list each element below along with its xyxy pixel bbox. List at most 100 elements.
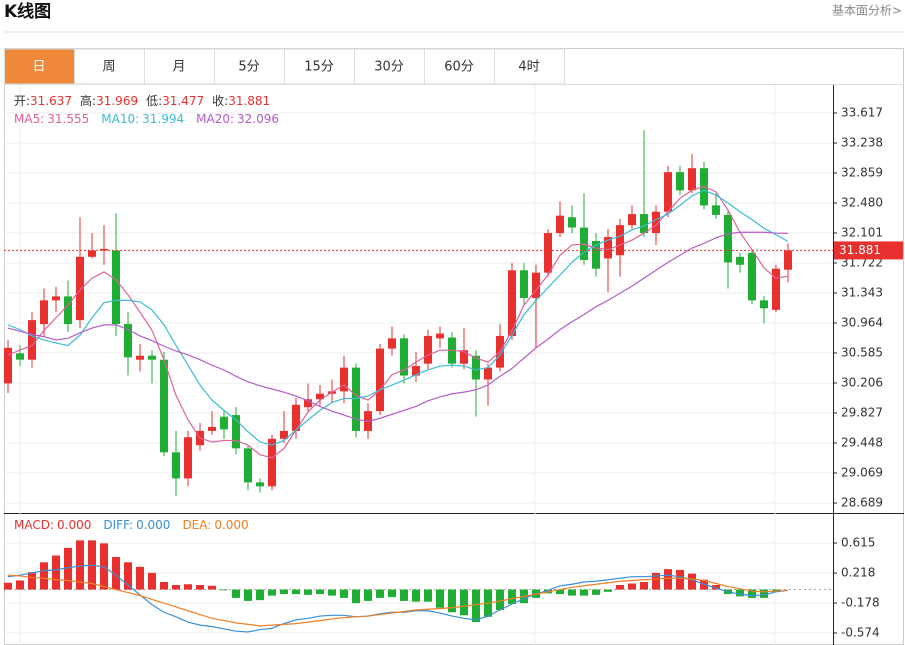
legend-label: DEA: [182, 518, 211, 532]
tab-label[interactable]: 4时 [518, 60, 539, 75]
candle-body [340, 367, 348, 392]
y-tick-label: 32.480 [841, 196, 883, 210]
info-label: 低: [146, 94, 162, 108]
tab-label[interactable]: 5分 [238, 60, 259, 75]
y-tick-label: 32.859 [841, 166, 883, 180]
macd-bar [388, 589, 396, 598]
tab[interactable] [4, 48, 75, 85]
legend-value: 0.000 [214, 518, 248, 532]
tab-label[interactable]: 15分 [304, 60, 334, 75]
macd-bar [112, 557, 120, 590]
macd-bar [712, 585, 720, 590]
tab-label[interactable]: 30分 [374, 60, 404, 75]
macd-bar [280, 589, 288, 595]
candle-body [760, 300, 768, 309]
candle-body [184, 437, 192, 479]
candle-body [280, 430, 288, 439]
macd-legend: MACD: 0.000 DIFF: 0.000 DEA: 0.000 [14, 518, 249, 532]
line [7, 185, 789, 459]
macd-bar [580, 589, 588, 596]
y-tick-label: 30.206 [841, 375, 883, 389]
tab-label[interactable]: 月 [172, 60, 185, 75]
legend-value: 32.096 [237, 112, 279, 126]
macd-bar [304, 589, 312, 595]
candle-body [268, 438, 276, 487]
line [7, 231, 789, 423]
candle-body [100, 248, 108, 251]
macd-bar [208, 585, 216, 590]
candle-body [556, 215, 564, 234]
candle-body [676, 172, 684, 191]
candle-body [16, 353, 24, 360]
candle-body [64, 296, 72, 325]
macd-bar [508, 589, 516, 604]
y-tick-label: 29.448 [841, 435, 883, 449]
candle-body [592, 240, 600, 269]
macd-bar [268, 589, 276, 596]
candle-body [52, 296, 60, 301]
tab-label[interactable]: 60分 [444, 60, 474, 75]
tab[interactable] [494, 48, 565, 85]
candle-body [736, 256, 744, 265]
y-tick-label: 30.964 [841, 315, 883, 329]
tab[interactable] [284, 48, 355, 85]
candle-body [460, 350, 468, 364]
macd-bar [184, 584, 192, 590]
ma-legend: MA5: 31.555 MA10: 31.994 MA20: 32.096 [14, 112, 279, 126]
macd-bar [676, 569, 684, 590]
candle-body [688, 168, 696, 191]
macd-bar [220, 589, 228, 591]
tab[interactable] [74, 48, 145, 85]
candle-body [4, 347, 12, 384]
candle-body [568, 217, 576, 228]
macd-bar [436, 589, 444, 608]
v-grid [19, 85, 776, 645]
last-price-label: 31.881 [839, 243, 881, 257]
macd-bar [376, 589, 384, 598]
macd-bar [64, 547, 72, 590]
candle-body [316, 393, 324, 400]
macd-bar [628, 583, 636, 590]
macd-bar [256, 589, 264, 601]
candle-body [376, 348, 384, 412]
y-tick-label: 29.827 [841, 405, 883, 419]
y-tick-label: 30.585 [841, 345, 883, 359]
macd-bar [460, 589, 468, 616]
tab-label[interactable]: 周 [102, 60, 115, 75]
legend-value: 0.000 [136, 518, 170, 532]
candle-body [544, 233, 552, 273]
macd-bar [736, 589, 744, 597]
y-tick-label: 32.101 [841, 225, 883, 239]
candle-body [388, 338, 396, 349]
macd-bar [196, 585, 204, 590]
info-value: 31.969 [96, 94, 138, 108]
line [7, 574, 789, 627]
macd-bar [172, 585, 180, 590]
macd-bar [160, 581, 168, 590]
candle-body [292, 404, 300, 431]
candle-body [436, 333, 444, 339]
info-value: 31.637 [30, 94, 72, 108]
candle-body [124, 324, 132, 358]
macd-bar [448, 589, 456, 613]
macd-bar [136, 566, 144, 590]
candle-body [532, 272, 540, 298]
line [7, 189, 789, 446]
candle-body [232, 415, 240, 449]
macd-bar [604, 589, 612, 592]
macd-bar [556, 589, 564, 595]
macd-bar [340, 589, 348, 598]
macd-bar [316, 589, 324, 595]
tab[interactable] [144, 48, 215, 85]
info-label: 开: [14, 94, 30, 108]
candle-body [148, 355, 156, 360]
y-tick-label: 0.615 [841, 536, 875, 550]
candle-body [712, 205, 720, 215]
tab-label[interactable]: 日 [32, 60, 45, 75]
macd-bar [76, 540, 84, 590]
analysis-link[interactable]: 基本面分析> [832, 4, 902, 18]
legend-value: 31.994 [142, 112, 184, 126]
candle-body [724, 214, 732, 263]
candle-body [40, 300, 48, 325]
